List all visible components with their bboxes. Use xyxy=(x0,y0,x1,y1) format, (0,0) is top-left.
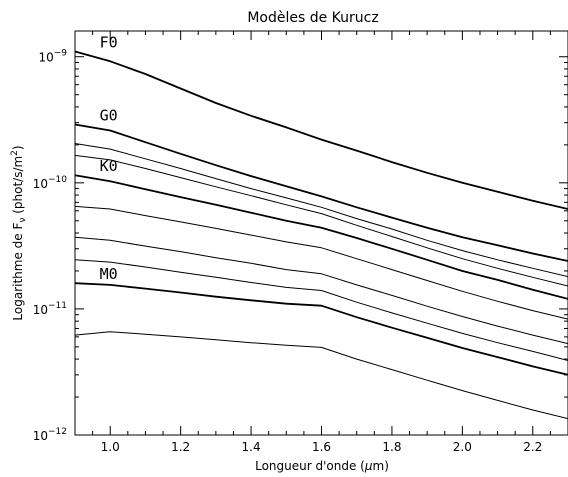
x-axis: 1.0 1.2 1.4 1.6 1.8 2.0 2.2 xyxy=(74,31,568,454)
series-layer: F0 G0 K0 M0 xyxy=(74,34,568,420)
series-label-k0: K0 xyxy=(100,157,118,175)
chart-title: Modèles de Kurucz xyxy=(247,10,378,26)
y-tick-label: 10−10 xyxy=(33,175,68,191)
x-tick-label: 1.6 xyxy=(312,440,331,454)
y-axis-label-mid: (phot/s/m xyxy=(11,156,25,218)
series-line-9 xyxy=(74,331,568,420)
y-tick-exp: −9 xyxy=(54,49,68,59)
series-line-4 xyxy=(74,174,568,300)
y-tick-base: 10 xyxy=(33,429,48,443)
y-tick-exp: −11 xyxy=(48,301,67,311)
plot-area: F0 G0 K0 M0 xyxy=(74,30,568,436)
series-label-f0: F0 xyxy=(100,34,118,52)
series-line-2 xyxy=(74,143,568,278)
y-tick-label: 10−9 xyxy=(38,49,67,65)
x-axis-label-pre: Longueur d'onde ( xyxy=(255,459,365,473)
x-axis-label-mu: μ xyxy=(364,459,373,473)
series-line-7 xyxy=(74,259,568,361)
series-line-3 xyxy=(74,154,568,287)
series-line-8 xyxy=(74,282,568,376)
x-tick-label: 1.0 xyxy=(101,440,120,454)
series-line-1 xyxy=(74,123,568,262)
y-tick-base: 10 xyxy=(33,177,48,191)
y-tick-base: 10 xyxy=(33,303,48,317)
y-tick-label: 10−11 xyxy=(33,301,67,317)
series-line-5 xyxy=(74,205,568,320)
series-label-g0: G0 xyxy=(100,107,118,125)
y-axis-label-pre: Logarithme de F xyxy=(11,223,25,321)
series-line-6 xyxy=(74,236,568,345)
x-tick-label: 2.0 xyxy=(453,440,472,454)
y-axis-label-sub: ν xyxy=(18,218,28,223)
y-tick-exp: −12 xyxy=(48,427,67,437)
x-tick-label: 1.2 xyxy=(171,440,190,454)
y-axis-label: Logarithme de Fν (phot/s/m2) xyxy=(10,145,28,320)
x-axis-label-post: m) xyxy=(373,459,389,473)
x-axis-label: Longueur d'onde (μm) xyxy=(255,459,389,473)
series-label-m0: M0 xyxy=(100,265,118,283)
y-tick-exp: −10 xyxy=(48,175,67,185)
y-tick-label: 10−12 xyxy=(33,427,67,443)
y-tick-base: 10 xyxy=(38,51,53,65)
y-axis-label-sup: 2 xyxy=(10,150,20,156)
plot-frame xyxy=(74,30,568,436)
x-tick-label: 2.2 xyxy=(523,440,542,454)
series-line-0 xyxy=(74,50,568,210)
x-tick-label: 1.8 xyxy=(382,440,401,454)
y-axis-label-post: ) xyxy=(11,145,25,150)
x-tick-label: 1.4 xyxy=(242,440,261,454)
